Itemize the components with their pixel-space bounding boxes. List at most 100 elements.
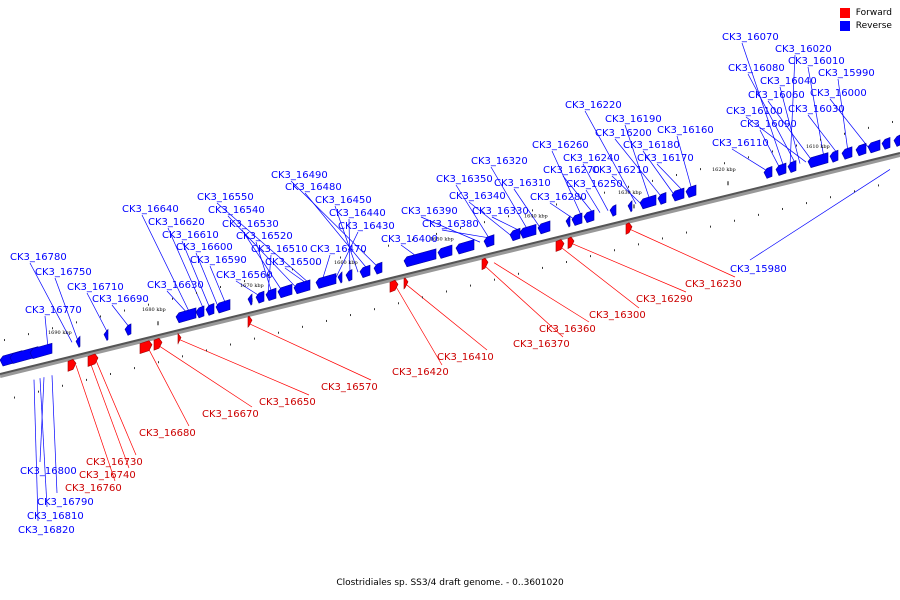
forward-gene-arrow[interactable] xyxy=(481,257,489,271)
reverse-gene-arrow[interactable] xyxy=(855,142,867,157)
reverse-gene-arrow[interactable] xyxy=(867,139,881,154)
forward-gene-label[interactable]: CK3_16410 xyxy=(437,352,494,363)
reverse-gene-arrow[interactable] xyxy=(841,146,853,160)
reverse-gene-label[interactable]: CK3_16340 xyxy=(449,191,506,202)
reverse-gene-arrow[interactable] xyxy=(519,223,537,239)
reverse-gene-arrow[interactable] xyxy=(829,149,839,163)
reverse-gene-arrow[interactable] xyxy=(175,307,197,324)
reverse-gene-arrow[interactable] xyxy=(205,303,215,316)
reverse-gene-label[interactable]: CK3_16800 xyxy=(20,466,77,477)
reverse-gene-label[interactable]: CK3_16000 xyxy=(810,88,867,99)
reverse-gene-label[interactable]: CK3_16820 xyxy=(18,525,75,536)
reverse-gene-label[interactable]: CK3_16750 xyxy=(35,267,92,278)
reverse-gene-arrow[interactable] xyxy=(685,184,697,198)
reverse-gene-label[interactable]: CK3_16060 xyxy=(748,90,805,101)
forward-gene-label[interactable]: CK3_16360 xyxy=(539,324,596,335)
reverse-gene-label[interactable]: CK3_16270 xyxy=(543,165,600,176)
reverse-gene-label[interactable]: CK3_16200 xyxy=(595,128,652,139)
reverse-gene-label[interactable]: CK3_16220 xyxy=(565,100,622,111)
reverse-gene-label[interactable]: CK3_16090 xyxy=(740,119,797,130)
reverse-gene-arrow[interactable] xyxy=(583,209,595,223)
reverse-gene-label[interactable]: CK3_16070 xyxy=(722,32,779,43)
forward-gene-arrow[interactable] xyxy=(153,337,163,351)
forward-gene-label[interactable]: CK3_16290 xyxy=(636,294,693,305)
reverse-gene-label[interactable]: CK3_16610 xyxy=(162,230,219,241)
reverse-gene-arrow[interactable] xyxy=(807,152,829,168)
reverse-gene-arrow[interactable] xyxy=(277,283,293,299)
reverse-gene-arrow[interactable] xyxy=(315,273,337,289)
reverse-gene-label[interactable]: CK3_16170 xyxy=(637,153,694,164)
forward-gene-label[interactable]: CK3_16740 xyxy=(79,470,136,481)
reverse-gene-label[interactable]: CK3_16010 xyxy=(788,56,845,67)
reverse-gene-arrow[interactable] xyxy=(373,261,383,275)
reverse-gene-label[interactable]: CK3_16510 xyxy=(251,244,308,255)
reverse-gene-arrow[interactable] xyxy=(265,287,277,302)
reverse-gene-label[interactable]: CK3_16790 xyxy=(37,497,94,508)
reverse-gene-label[interactable]: CK3_16780 xyxy=(10,252,67,263)
reverse-gene-arrow[interactable] xyxy=(881,137,891,150)
reverse-gene-label[interactable]: CK3_16350 xyxy=(436,174,493,185)
reverse-gene-label[interactable]: CK3_16030 xyxy=(788,104,845,115)
reverse-gene-arrow[interactable] xyxy=(639,194,657,210)
forward-gene-label[interactable]: CK3_16730 xyxy=(86,457,143,468)
reverse-gene-label[interactable]: CK3_16110 xyxy=(712,138,769,149)
reverse-gene-arrow[interactable] xyxy=(657,192,667,205)
reverse-gene-arrow[interactable] xyxy=(437,244,453,259)
reverse-gene-label[interactable]: CK3_16100 xyxy=(726,106,783,117)
reverse-gene-arrow[interactable] xyxy=(337,271,343,284)
reverse-gene-label[interactable]: CK3_16620 xyxy=(148,217,205,228)
reverse-gene-arrow[interactable] xyxy=(75,335,81,348)
forward-gene-label[interactable]: CK3_16570 xyxy=(321,382,378,393)
reverse-gene-label[interactable]: CK3_16240 xyxy=(563,153,620,164)
reverse-gene-arrow[interactable] xyxy=(571,212,583,226)
reverse-gene-arrow[interactable] xyxy=(455,239,475,255)
forward-gene-arrow[interactable] xyxy=(403,277,409,290)
reverse-gene-label[interactable]: CK3_16630 xyxy=(147,280,204,291)
reverse-gene-label[interactable]: CK3_16260 xyxy=(532,140,589,151)
reverse-gene-label[interactable]: CK3_16480 xyxy=(285,182,342,193)
reverse-gene-label[interactable]: CK3_16530 xyxy=(222,219,279,230)
reverse-gene-label[interactable]: CK3_16590 xyxy=(190,255,247,266)
reverse-gene-label[interactable]: CK3_16040 xyxy=(760,76,817,87)
reverse-gene-arrow[interactable] xyxy=(124,323,132,336)
reverse-gene-arrow[interactable] xyxy=(775,162,787,176)
reverse-gene-label[interactable]: CK3_16690 xyxy=(92,294,149,305)
reverse-gene-label[interactable]: CK3_16430 xyxy=(338,221,395,232)
reverse-gene-label[interactable]: CK3_16550 xyxy=(197,192,254,203)
reverse-gene-label[interactable]: CK3_16320 xyxy=(471,156,528,167)
reverse-gene-arrow[interactable] xyxy=(215,299,231,314)
reverse-gene-label[interactable]: CK3_16710 xyxy=(67,282,124,293)
forward-gene-label[interactable]: CK3_16650 xyxy=(259,397,316,408)
reverse-gene-arrow[interactable] xyxy=(609,204,617,217)
forward-gene-label[interactable]: CK3_16670 xyxy=(202,409,259,420)
reverse-gene-arrow[interactable] xyxy=(359,264,371,278)
reverse-gene-label[interactable]: CK3_16490 xyxy=(271,170,328,181)
reverse-gene-label[interactable]: CK3_16640 xyxy=(122,204,179,215)
reverse-gene-label[interactable]: CK3_16250 xyxy=(566,179,623,190)
reverse-gene-arrow[interactable] xyxy=(103,328,109,341)
reverse-gene-arrow[interactable] xyxy=(195,305,205,319)
reverse-gene-label[interactable]: CK3_16330 xyxy=(472,206,529,217)
reverse-gene-label[interactable]: CK3_16210 xyxy=(592,165,649,176)
reverse-gene-label[interactable]: CK3_15990 xyxy=(818,68,875,79)
forward-gene-label[interactable]: CK3_16680 xyxy=(139,428,196,439)
forward-gene-arrow[interactable] xyxy=(567,236,575,250)
reverse-gene-label[interactable]: CK3_16440 xyxy=(329,208,386,219)
reverse-gene-arrow[interactable] xyxy=(483,234,495,248)
reverse-gene-arrow[interactable] xyxy=(29,342,53,359)
reverse-gene-label[interactable]: CK3_16520 xyxy=(236,231,293,242)
reverse-gene-label[interactable]: CK3_16600 xyxy=(176,242,233,253)
forward-gene-arrow[interactable] xyxy=(67,358,77,372)
reverse-gene-label[interactable]: CK3_16470 xyxy=(310,244,367,255)
forward-gene-label[interactable]: CK3_16300 xyxy=(589,310,646,321)
reverse-gene-label[interactable]: CK3_15980 xyxy=(730,264,787,275)
forward-gene-label[interactable]: CK3_16370 xyxy=(513,339,570,350)
reverse-gene-label[interactable]: CK3_16160 xyxy=(657,125,714,136)
reverse-gene-arrow[interactable] xyxy=(403,248,437,268)
reverse-gene-arrow[interactable] xyxy=(247,293,253,306)
reverse-gene-label[interactable]: CK3_16280 xyxy=(530,192,587,203)
reverse-gene-label[interactable]: CK3_16390 xyxy=(401,206,458,217)
reverse-gene-arrow[interactable] xyxy=(345,269,353,282)
forward-gene-label[interactable]: CK3_16420 xyxy=(392,367,449,378)
forward-gene-arrow[interactable] xyxy=(389,279,399,293)
